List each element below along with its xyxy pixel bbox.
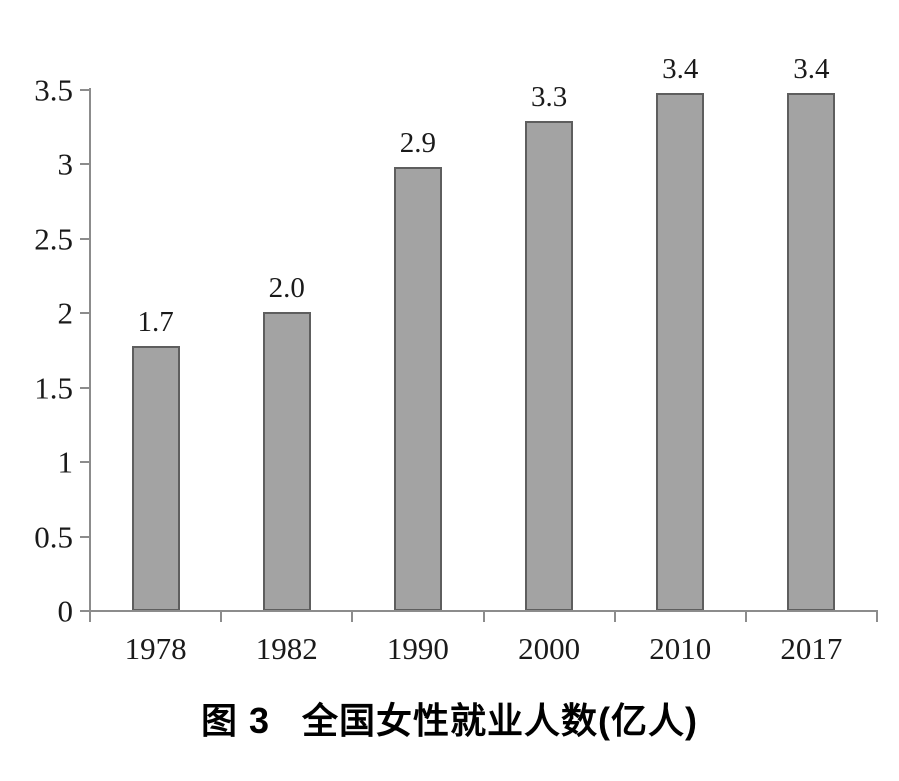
y-tick-label: 2.5 (34, 221, 73, 257)
y-tick (80, 536, 90, 538)
x-tick-label: 2010 (649, 631, 712, 666)
bar-value-label: 2.0 (268, 272, 305, 304)
y-tick-label: 2 (57, 295, 74, 331)
chart-title-text: 全国女性就业人数(亿人) (302, 700, 698, 741)
bar (656, 93, 705, 611)
bar-value-label: 3.4 (662, 53, 699, 85)
y-tick (80, 163, 90, 165)
bar (525, 121, 574, 611)
x-tick (351, 611, 353, 622)
bar-value-label: 3.3 (530, 81, 568, 113)
x-tick (614, 611, 616, 622)
bar-value-label: 1.7 (137, 306, 174, 338)
bar (393, 167, 442, 611)
y-tick (80, 312, 90, 314)
x-tick-label: 2000 (518, 631, 581, 666)
x-tick-label: 1990 (386, 631, 449, 666)
bar (131, 346, 180, 611)
chart-title: 图 3 全国女性就业人数(亿人) (0, 701, 899, 741)
y-tick-label: 3.5 (34, 72, 73, 108)
y-tick (80, 387, 90, 389)
bar-value-label: 2.9 (399, 127, 437, 159)
x-tick (89, 611, 91, 622)
y-tick (80, 461, 90, 463)
x-tick (876, 611, 878, 622)
bar (787, 93, 836, 611)
x-axis-line (89, 610, 878, 612)
y-tick (80, 89, 90, 91)
y-tick (80, 610, 90, 612)
figure-number: 图 3 (200, 700, 271, 741)
y-tick-label: 0.5 (34, 519, 73, 555)
y-tick-label: 3 (57, 146, 74, 182)
x-tick-label: 2017 (780, 631, 843, 666)
y-tick-label: 0 (57, 593, 74, 629)
y-tick-label: 1.5 (34, 370, 73, 406)
x-tick-label: 1978 (124, 631, 187, 666)
y-tick (80, 238, 90, 240)
bar-value-label: 3.4 (793, 53, 830, 85)
bar (262, 312, 311, 611)
x-tick (220, 611, 222, 622)
x-tick-label: 1982 (255, 631, 318, 666)
y-axis-line (89, 88, 91, 613)
y-tick-label: 1 (57, 444, 74, 480)
x-tick (483, 611, 485, 622)
x-tick (745, 611, 747, 622)
